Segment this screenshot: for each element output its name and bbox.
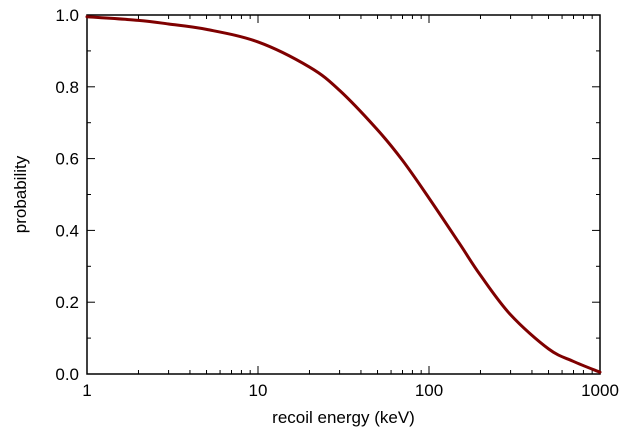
y-tick-label: 0.4 [55, 221, 79, 240]
y-tick-label: 0.8 [55, 78, 79, 97]
x-axis-title: recoil energy (keV) [272, 408, 415, 427]
series-line [85, 15, 602, 374]
x-axis-ticks: 1 10 100 1000 [82, 15, 619, 400]
y-tick-label: 1.0 [55, 6, 79, 25]
x-tick-label: 100 [415, 381, 443, 400]
y-tick-label: 0.6 [55, 150, 79, 169]
series-group [85, 15, 602, 374]
x-tick-label: 10 [249, 381, 268, 400]
x-tick-label: 1000 [581, 381, 619, 400]
y-axis-title: probability [11, 155, 30, 233]
y-tick-label: 0.2 [55, 293, 79, 312]
y-tick-label: 0.0 [55, 365, 79, 384]
x-tick-label: 1 [82, 381, 91, 400]
plot-frame [86, 14, 601, 375]
y-axis-ticks: 0.0 0.2 0.4 0.6 0.8 1.0 [55, 6, 600, 384]
